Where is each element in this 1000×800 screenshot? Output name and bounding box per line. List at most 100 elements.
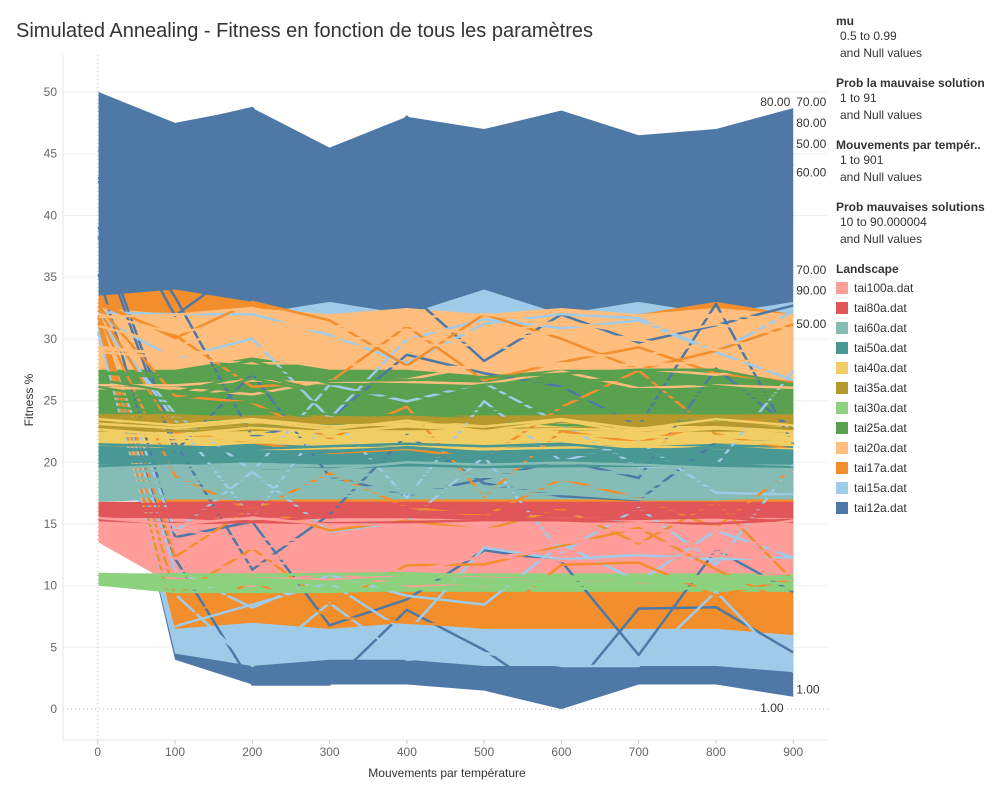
end-label: 50.00 bbox=[796, 137, 826, 151]
legend-swatch bbox=[836, 462, 848, 474]
end-labels: 80.00 70.00 80.00 50.00 60.00 70.00 90.00 50.00… bbox=[760, 95, 826, 715]
y-tick-label: 15 bbox=[44, 517, 58, 531]
line-tai80a.dat bbox=[98, 514, 794, 522]
legend-item[interactable]: tai25a.dat bbox=[836, 418, 996, 438]
legend-panel: mu 0.5 to 0.99 and Null values Prob la mauv… bbox=[836, 14, 996, 518]
legend-swatch bbox=[836, 302, 848, 314]
legend-label: tai100a.dat bbox=[854, 281, 914, 295]
line-tai20a.dat bbox=[98, 330, 794, 358]
line-tai12a.dat bbox=[97, 332, 794, 704]
legend-swatch bbox=[836, 382, 848, 394]
legend-items: tai100a.dat tai80a.dat tai60a.dat tai50a.da… bbox=[836, 278, 996, 518]
x-tick-label: 300 bbox=[320, 745, 340, 759]
filter-card[interactable]: mu 0.5 to 0.99 and Null values bbox=[836, 14, 996, 62]
end-label: 80.00 bbox=[796, 116, 826, 130]
line-tai60a.dat bbox=[98, 492, 794, 501]
legend-item[interactable]: tai20a.dat bbox=[836, 438, 996, 458]
line-tai80a.dat bbox=[98, 518, 794, 525]
line-tai40a.dat bbox=[98, 438, 794, 447]
legend-label: tai25a.dat bbox=[854, 421, 907, 435]
filter-value: 10 to 90.000004 bbox=[840, 215, 927, 229]
line-tai80a.dat bbox=[98, 501, 794, 511]
filter-value: and Null values bbox=[840, 46, 923, 60]
end-label: 70.00 bbox=[796, 95, 826, 109]
legend-swatch bbox=[836, 502, 848, 514]
legend-item[interactable]: tai50a.dat bbox=[836, 338, 996, 358]
line-tai25a.dat bbox=[98, 387, 794, 412]
filter-card[interactable]: Prob la mauvaise solution 1 to 91 and Null… bbox=[836, 76, 996, 124]
end-label: 1.00 bbox=[796, 682, 820, 696]
end-label: 60.00 bbox=[796, 165, 826, 179]
legend-label: tai35a.dat bbox=[854, 381, 907, 395]
legend-label: tai50a.dat bbox=[854, 341, 907, 355]
line-tai30a.dat bbox=[98, 572, 794, 579]
legend-swatch bbox=[836, 402, 848, 414]
line-tai20a.dat bbox=[98, 306, 794, 331]
line-tai60a.dat bbox=[98, 476, 794, 490]
x-tick-label: 900 bbox=[783, 745, 803, 759]
legend-item[interactable]: tai60a.dat bbox=[836, 318, 996, 338]
line-tai25a.dat bbox=[98, 403, 794, 423]
legend-item[interactable]: tai15a.dat bbox=[836, 478, 996, 498]
line-tai40a.dat bbox=[98, 425, 794, 438]
filter-card[interactable]: Prob mauvaises solutions 10 to 90.000004 a… bbox=[836, 200, 996, 248]
line-tai100a.dat bbox=[98, 533, 794, 565]
filter-value: 1 to 91 bbox=[840, 91, 877, 105]
legend-label: tai17a.dat bbox=[854, 461, 907, 475]
line-tai20a.dat bbox=[98, 312, 794, 337]
legend-item[interactable]: tai17a.dat bbox=[836, 458, 996, 478]
legend-item[interactable]: tai35a.dat bbox=[836, 378, 996, 398]
line-tai15a.dat bbox=[97, 333, 795, 673]
legend-item[interactable]: tai100a.dat bbox=[836, 278, 996, 298]
line-tai50a.dat bbox=[98, 453, 794, 459]
line-tai40a.dat bbox=[98, 417, 794, 431]
x-tick-label: 400 bbox=[397, 745, 417, 759]
line-tai100a.dat bbox=[98, 525, 794, 551]
line-tai30a.dat bbox=[98, 580, 794, 588]
line-tai30a.dat bbox=[98, 579, 794, 591]
legend-label: tai12a.dat bbox=[854, 501, 907, 515]
line-tai100a.dat bbox=[97, 530, 794, 574]
x-axis-title: Mouvements par température bbox=[368, 766, 526, 780]
line-tai20a.dat bbox=[98, 350, 794, 369]
filter-title: Prob mauvaises solutions bbox=[836, 200, 985, 214]
legend-item[interactable]: tai12a.dat bbox=[836, 498, 996, 518]
line-tai25a.dat bbox=[98, 359, 794, 394]
end-label: 50.00 bbox=[796, 317, 826, 331]
legend-swatch bbox=[836, 322, 848, 334]
legend-item[interactable]: tai30a.dat bbox=[836, 398, 996, 418]
y-tick-label: 0 bbox=[50, 702, 57, 716]
x-tick-label: 0 bbox=[94, 745, 101, 759]
line-tai60a.dat bbox=[98, 482, 794, 493]
x-tick-label: 700 bbox=[629, 745, 649, 759]
line-tai60a.dat bbox=[98, 461, 794, 471]
x-tick-label: 600 bbox=[551, 745, 571, 759]
legend-label: tai80a.dat bbox=[854, 301, 907, 315]
y-tick-label: 50 bbox=[44, 85, 58, 99]
legend-swatch bbox=[836, 282, 848, 294]
legend-swatch bbox=[836, 482, 848, 494]
line-tai25a.dat bbox=[98, 368, 794, 386]
line-tai12a.dat bbox=[98, 105, 794, 208]
chart-title: Simulated Annealing - Fitness en fonctio… bbox=[16, 20, 593, 42]
end-label: 90.00 bbox=[796, 284, 826, 298]
filter-list: mu 0.5 to 0.99 and Null values Prob la mauv… bbox=[836, 14, 996, 248]
y-tick-label: 5 bbox=[50, 640, 57, 654]
filter-title: Prob la mauvaise solution bbox=[836, 76, 985, 90]
legend-swatch bbox=[836, 442, 848, 454]
line-tai80a.dat bbox=[98, 500, 794, 508]
filter-card[interactable]: Mouvements par tempér.. 1 to 901 and Null … bbox=[836, 138, 996, 186]
end-label: 80.00 bbox=[760, 95, 790, 109]
line-tai17a.dat bbox=[97, 305, 794, 498]
end-label: 1.00 bbox=[760, 701, 784, 715]
y-tick-label: 10 bbox=[44, 579, 58, 593]
filter-value: and Null values bbox=[840, 108, 923, 122]
line-tai12a.dat bbox=[97, 148, 794, 293]
line-tai15a.dat bbox=[98, 310, 794, 365]
legend-item[interactable]: tai80a.dat bbox=[836, 298, 996, 318]
line-tai40a.dat bbox=[98, 431, 794, 444]
legend-item[interactable]: tai40a.dat bbox=[836, 358, 996, 378]
line-tai35a.dat bbox=[98, 414, 794, 420]
